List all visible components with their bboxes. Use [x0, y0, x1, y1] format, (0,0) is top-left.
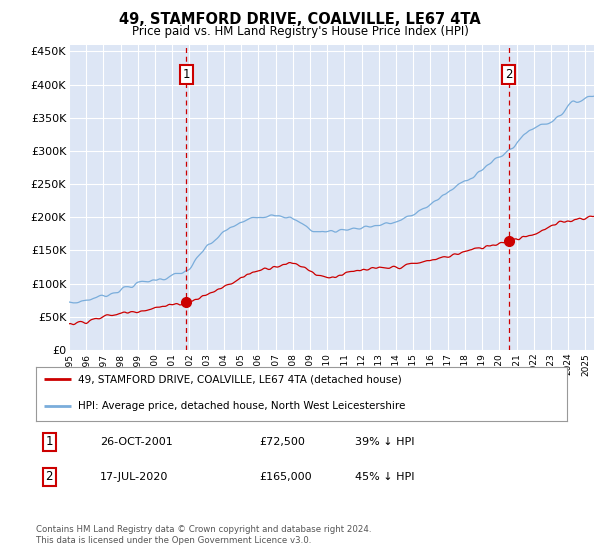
Text: HPI: Average price, detached house, North West Leicestershire: HPI: Average price, detached house, Nort… — [79, 401, 406, 411]
Text: £165,000: £165,000 — [259, 472, 311, 482]
Text: 1: 1 — [182, 68, 190, 81]
Text: 49, STAMFORD DRIVE, COALVILLE, LE67 4TA: 49, STAMFORD DRIVE, COALVILLE, LE67 4TA — [119, 12, 481, 27]
Text: 26-OCT-2001: 26-OCT-2001 — [100, 437, 172, 447]
Text: 17-JUL-2020: 17-JUL-2020 — [100, 472, 168, 482]
Text: 39% ↓ HPI: 39% ↓ HPI — [355, 437, 414, 447]
Text: 2: 2 — [46, 470, 53, 483]
Text: 49, STAMFORD DRIVE, COALVILLE, LE67 4TA (detached house): 49, STAMFORD DRIVE, COALVILLE, LE67 4TA … — [79, 374, 402, 384]
Text: Contains HM Land Registry data © Crown copyright and database right 2024.
This d: Contains HM Land Registry data © Crown c… — [36, 525, 371, 545]
Text: Price paid vs. HM Land Registry's House Price Index (HPI): Price paid vs. HM Land Registry's House … — [131, 25, 469, 38]
Text: £72,500: £72,500 — [259, 437, 305, 447]
Text: 45% ↓ HPI: 45% ↓ HPI — [355, 472, 414, 482]
Text: 1: 1 — [46, 435, 53, 449]
Text: 2: 2 — [505, 68, 512, 81]
